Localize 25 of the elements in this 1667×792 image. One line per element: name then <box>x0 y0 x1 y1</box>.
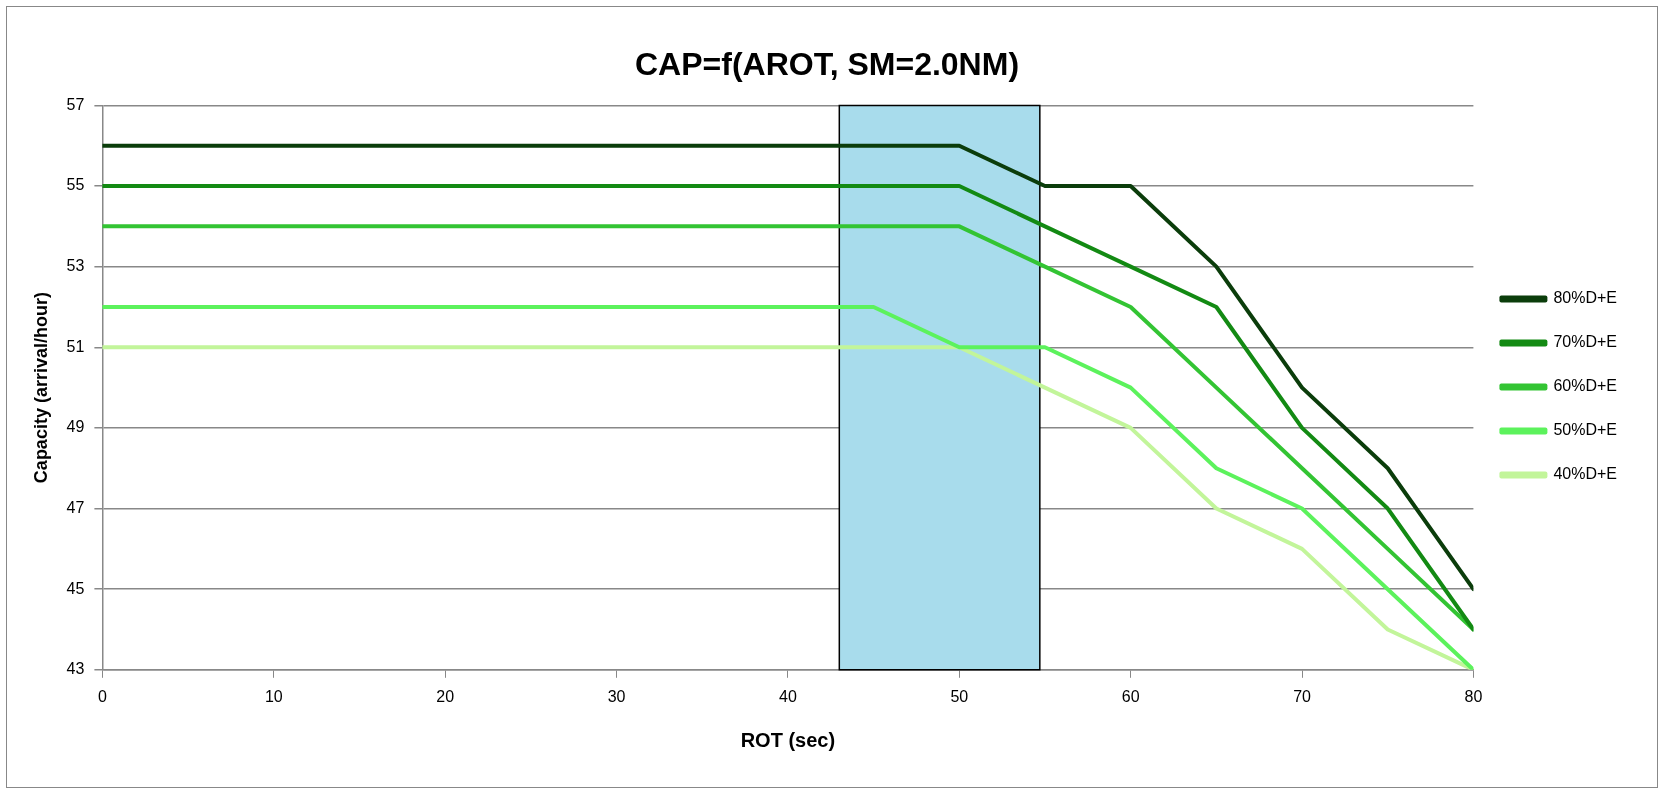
y-tick-label: 51 <box>66 337 85 355</box>
y-tick-label: 47 <box>66 498 85 516</box>
x-tick-label: 80 <box>1464 687 1483 705</box>
y-axis-title: Capacity (arrival/hour) <box>30 292 51 484</box>
x-tick-label: 60 <box>1121 687 1140 705</box>
legend-label: 50%D+E <box>1553 421 1617 439</box>
y-tick-label: 57 <box>66 95 85 113</box>
x-tick-label: 30 <box>607 687 626 705</box>
x-tick-label: 0 <box>97 687 107 705</box>
x-tick-label: 20 <box>436 687 455 705</box>
x-tick-label: 40 <box>779 687 797 705</box>
legend-label: 40%D+E <box>1553 465 1617 483</box>
x-axis-title: ROT (sec) <box>740 728 836 751</box>
y-tick-label: 55 <box>66 176 85 194</box>
y-tick-label: 49 <box>66 418 85 436</box>
chart-title: CAP=f(AROT, SM=2.0NM) <box>634 46 1020 83</box>
legend-label: 80%D+E <box>1553 289 1617 307</box>
y-tick-label: 53 <box>66 257 85 275</box>
y-tick-label: 43 <box>66 660 85 678</box>
x-tick-label: 50 <box>950 687 969 705</box>
legend-label: 60%D+E <box>1553 377 1617 395</box>
x-tick-label: 70 <box>1293 687 1312 705</box>
legend-label: 70%D+E <box>1553 333 1617 351</box>
x-tick-label: 10 <box>264 687 283 705</box>
y-tick-label: 45 <box>66 579 85 597</box>
